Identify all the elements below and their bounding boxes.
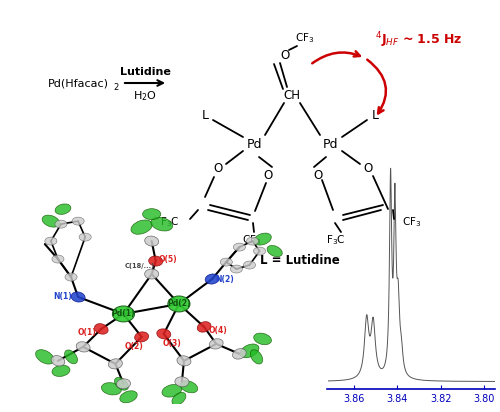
- Ellipse shape: [234, 243, 245, 251]
- Text: H$_2$O: H$_2$O: [133, 89, 157, 103]
- Ellipse shape: [144, 236, 158, 246]
- Text: CF$_3$: CF$_3$: [402, 215, 421, 229]
- Ellipse shape: [205, 274, 219, 284]
- Ellipse shape: [246, 237, 258, 245]
- Ellipse shape: [116, 379, 130, 389]
- Ellipse shape: [55, 220, 67, 228]
- Text: F$_3$C: F$_3$C: [326, 233, 346, 247]
- Ellipse shape: [267, 246, 282, 257]
- Text: O(5): O(5): [158, 255, 177, 264]
- Ellipse shape: [64, 350, 78, 364]
- Text: C(18/...): C(18/...): [124, 263, 154, 269]
- Ellipse shape: [134, 332, 148, 342]
- Text: N(2): N(2): [215, 274, 234, 283]
- Ellipse shape: [244, 261, 256, 269]
- Text: Pd(Hfacac): Pd(Hfacac): [48, 78, 109, 88]
- Ellipse shape: [52, 255, 64, 263]
- Ellipse shape: [254, 233, 272, 245]
- Ellipse shape: [142, 208, 161, 220]
- Ellipse shape: [131, 220, 152, 234]
- Ellipse shape: [240, 344, 259, 358]
- Text: $^4$J$_{HF}$ ~ 1.5 Hz: $^4$J$_{HF}$ ~ 1.5 Hz: [375, 30, 462, 50]
- Ellipse shape: [76, 342, 90, 352]
- Text: O: O: [214, 162, 222, 175]
- Text: O: O: [280, 49, 289, 61]
- Text: CH: CH: [284, 89, 300, 101]
- Text: F$_3$C: F$_3$C: [160, 215, 180, 229]
- Ellipse shape: [120, 391, 137, 403]
- Text: Lutidine: Lutidine: [120, 67, 170, 77]
- Ellipse shape: [114, 377, 128, 390]
- Ellipse shape: [177, 356, 191, 366]
- Text: CF$_3$: CF$_3$: [296, 31, 314, 45]
- Ellipse shape: [45, 237, 57, 245]
- Ellipse shape: [175, 377, 189, 387]
- Ellipse shape: [94, 324, 108, 334]
- Ellipse shape: [148, 256, 163, 266]
- Ellipse shape: [220, 258, 232, 266]
- Ellipse shape: [112, 306, 134, 322]
- Ellipse shape: [162, 384, 182, 397]
- Ellipse shape: [108, 359, 122, 369]
- Text: 2: 2: [113, 82, 118, 91]
- Text: CF$_3$: CF$_3$: [242, 233, 262, 247]
- Ellipse shape: [42, 215, 60, 227]
- Ellipse shape: [254, 333, 272, 345]
- Text: L = Lutidine: L = Lutidine: [260, 253, 340, 267]
- Text: O: O: [314, 169, 322, 182]
- Text: Pd(1): Pd(1): [112, 309, 135, 318]
- Ellipse shape: [144, 269, 159, 279]
- Ellipse shape: [65, 273, 77, 281]
- Text: O(4): O(4): [209, 326, 228, 335]
- Ellipse shape: [71, 292, 85, 302]
- Ellipse shape: [172, 392, 186, 405]
- Text: O(1): O(1): [78, 328, 96, 337]
- Text: O(3): O(3): [162, 339, 181, 349]
- Ellipse shape: [55, 204, 71, 214]
- Text: O: O: [364, 162, 372, 175]
- Ellipse shape: [51, 356, 65, 366]
- Ellipse shape: [52, 365, 70, 377]
- Ellipse shape: [157, 329, 171, 339]
- Text: Pd: Pd: [247, 138, 263, 152]
- Text: Pd(2): Pd(2): [167, 300, 190, 309]
- Ellipse shape: [180, 381, 198, 393]
- Text: Pd: Pd: [322, 138, 338, 152]
- Ellipse shape: [168, 296, 190, 312]
- Ellipse shape: [79, 233, 91, 241]
- Ellipse shape: [151, 217, 172, 231]
- Ellipse shape: [230, 265, 242, 273]
- Ellipse shape: [102, 383, 121, 395]
- Ellipse shape: [232, 349, 246, 359]
- Text: L: L: [372, 108, 378, 122]
- Ellipse shape: [198, 322, 211, 332]
- Text: O(2): O(2): [124, 342, 143, 351]
- Ellipse shape: [72, 217, 84, 225]
- Ellipse shape: [254, 247, 266, 255]
- Ellipse shape: [210, 339, 223, 349]
- Text: L: L: [202, 108, 208, 122]
- Text: O: O: [264, 169, 272, 182]
- Ellipse shape: [250, 350, 262, 364]
- Ellipse shape: [36, 350, 54, 364]
- Text: N(1): N(1): [54, 293, 72, 302]
